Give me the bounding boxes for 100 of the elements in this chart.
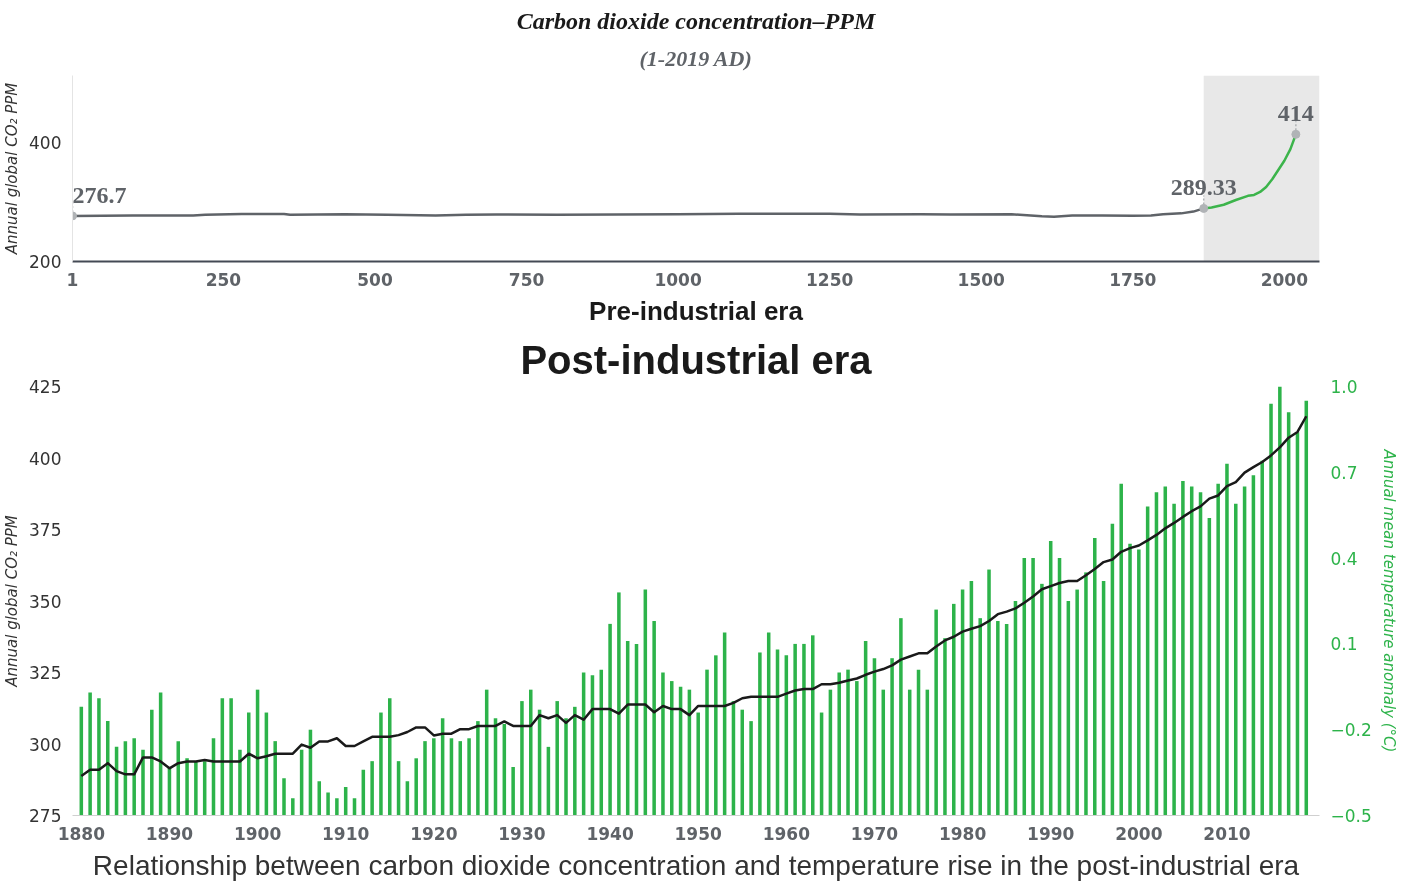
x-tick-label: 250	[205, 269, 242, 290]
y2-tick-label: 0.1	[1330, 634, 1358, 655]
line-series	[80, 414, 1308, 778]
x-tick-label: 750	[508, 269, 545, 290]
x-tick-label: 1250	[806, 269, 854, 290]
bar	[837, 672, 841, 816]
x-tick-label: 1970	[850, 823, 899, 844]
y-axis-title: Annual global CO₂ PPM	[3, 515, 22, 688]
bar	[555, 701, 559, 816]
bar	[370, 761, 374, 816]
y-tick-label: 400	[29, 133, 62, 154]
bar	[564, 718, 568, 816]
bar	[714, 655, 718, 816]
bar	[1225, 463, 1229, 816]
bar	[176, 741, 181, 816]
annotation: 414	[1277, 100, 1314, 127]
bar	[987, 569, 991, 816]
bar	[1137, 549, 1141, 816]
bar	[335, 798, 339, 816]
chart-title: Carbon dioxide concentration–PPM	[516, 7, 877, 34]
bar	[229, 698, 233, 816]
bar	[273, 741, 277, 816]
bar	[458, 741, 463, 816]
bar	[1269, 403, 1273, 816]
x-tick-label: 1500	[957, 269, 1006, 290]
bar	[978, 618, 982, 816]
bar	[934, 609, 938, 816]
bar	[1040, 583, 1044, 816]
bar	[88, 692, 92, 816]
bar	[150, 709, 154, 816]
bar	[414, 758, 418, 816]
x-tick-label: 1960	[762, 823, 811, 844]
bar	[467, 738, 471, 816]
bar	[661, 672, 665, 816]
bar	[573, 706, 577, 816]
bar	[996, 621, 1000, 816]
bar	[423, 741, 427, 816]
x-tick-label: 1910	[322, 823, 370, 844]
bar	[652, 621, 656, 816]
bar	[291, 798, 295, 816]
x-tick-label: 1990	[1027, 823, 1075, 844]
chart-title: Post-industrial era	[520, 337, 873, 382]
bar	[388, 698, 392, 816]
x-tick-label: 1000	[654, 269, 702, 290]
bar	[317, 781, 322, 816]
bar	[1128, 543, 1132, 816]
bar	[1216, 483, 1220, 816]
y-tick-label: 200	[29, 252, 62, 272]
bar	[670, 681, 674, 816]
bar	[890, 658, 894, 816]
y2-tick-label: 0.4	[1330, 548, 1358, 569]
bar	[529, 689, 533, 816]
bar	[855, 681, 859, 816]
bar	[802, 643, 806, 816]
bar	[705, 669, 709, 816]
y2-tick-label: −0.5	[1330, 806, 1372, 826]
x-tick-label: 1750	[1109, 269, 1157, 290]
x-tick-label: 1980	[938, 823, 987, 844]
bar	[758, 652, 762, 816]
bar	[899, 618, 903, 816]
x-tick-label: 500	[357, 269, 393, 290]
bar	[617, 592, 621, 816]
bar	[238, 749, 242, 816]
bar	[97, 698, 101, 816]
y2-tick-label: 1.0	[1330, 377, 1358, 397]
bar	[846, 669, 850, 816]
bar	[520, 701, 524, 816]
bar	[1075, 589, 1079, 816]
y-tick-label: 275	[29, 806, 62, 826]
x-tick-label: 2000	[1115, 823, 1163, 844]
bar	[326, 792, 330, 816]
bar	[1172, 503, 1176, 816]
y-tick-label: 425	[29, 377, 62, 397]
bar	[105, 721, 110, 816]
annotation: 289.33	[1170, 174, 1237, 201]
bar	[696, 712, 700, 816]
bar	[1084, 572, 1088, 816]
bar	[943, 638, 947, 816]
bar	[1031, 558, 1035, 816]
bar	[811, 635, 815, 816]
bar	[194, 761, 198, 816]
bar	[952, 603, 956, 816]
text: Relationship between carbon dioxide concentration and temperature rise in the post-industrial era	[92, 849, 1300, 881]
x-tick-label: 1950	[674, 823, 723, 844]
bar	[1260, 460, 1264, 816]
y2-axis-title: Annual mean temperature anomaly (°C)	[1379, 448, 1398, 753]
x-tick-label: 1920	[410, 823, 458, 844]
bar	[1234, 503, 1238, 816]
y-tick-label: 375	[29, 520, 62, 540]
bar	[141, 749, 145, 816]
bar	[1278, 386, 1282, 816]
x-tick-label: 1940	[586, 823, 634, 844]
text: Pre-industrial era	[589, 295, 804, 326]
bar	[1119, 483, 1123, 816]
bar	[132, 738, 136, 816]
bar	[432, 738, 436, 816]
y2-tick-label: −0.2	[1330, 720, 1372, 741]
bar	[185, 758, 189, 816]
bar	[1181, 480, 1185, 816]
x-tick-label: 1930	[498, 823, 546, 844]
